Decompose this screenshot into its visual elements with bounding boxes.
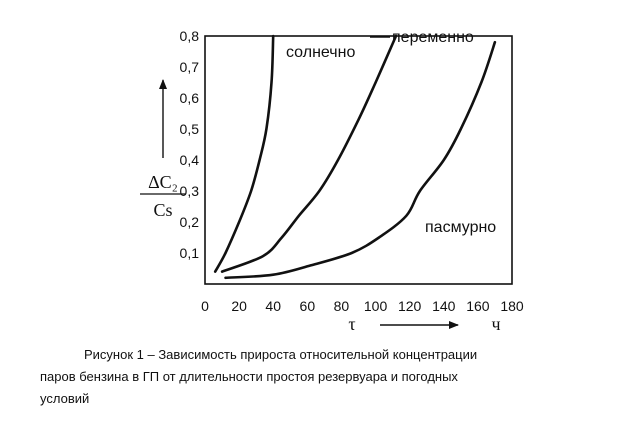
- x-tick-label: 120: [398, 298, 422, 314]
- caption-line-2: паров бензина в ГП от длительности прост…: [40, 369, 458, 384]
- series-line-3: [224, 40, 497, 280]
- y-tick-label: 0,2: [180, 214, 200, 230]
- x-tick-label: 0: [201, 298, 209, 314]
- plot-frame: [204, 35, 513, 285]
- caption-line-1: Рисунок 1 – Зависимость прироста относит…: [84, 347, 478, 362]
- y-tick-label: 0,5: [180, 121, 200, 137]
- series-label-2: переменно: [392, 29, 474, 46]
- x-tick-label: 180: [500, 298, 524, 314]
- x-label: τ: [348, 314, 355, 334]
- series-line-2: [220, 34, 398, 273]
- caption-line-3: условий: [40, 391, 90, 406]
- x-unit: ч: [491, 314, 500, 334]
- y-tick-label: 0,3: [180, 183, 200, 199]
- series-line-1: [213, 34, 275, 273]
- y-label-denominator: Cs: [153, 200, 172, 220]
- y-tick-labels: 0,1 0,2 0,3 0,4 0,5 0,6 0,7 0,8: [180, 28, 200, 261]
- x-tick-label: 140: [432, 298, 456, 314]
- y-tick-label: 0,8: [180, 28, 200, 44]
- x-tick-label: 40: [265, 298, 281, 314]
- y-tick-label: 0,4: [180, 152, 200, 168]
- x-tick-labels: 0 20 40 60 80 100 120 140 160 180: [201, 298, 524, 314]
- figure-caption: Рисунок 1 – Зависимость прироста относит…: [40, 344, 600, 410]
- x-tick-label: 60: [300, 298, 316, 314]
- series-label-3: пасмурно: [425, 219, 496, 236]
- x-tick-label: 160: [466, 298, 490, 314]
- y-tick-label: 0,1: [180, 245, 200, 261]
- y-label-numerator: ΔC₂: [148, 172, 178, 192]
- x-tick-label: 20: [231, 298, 247, 314]
- x-tick-label: 100: [364, 298, 388, 314]
- y-tick-label: 0,6: [180, 90, 200, 106]
- x-tick-label: 80: [334, 298, 350, 314]
- chart: 0,1 0,2 0,3 0,4 0,5 0,6 0,7 0,8 0 20 40 60 80 100 120…: [140, 28, 524, 334]
- y-tick-label: 0,7: [180, 59, 200, 75]
- series-label-1: солнечно: [286, 44, 355, 61]
- curves: солнечно переменно пасмурно: [213, 29, 497, 280]
